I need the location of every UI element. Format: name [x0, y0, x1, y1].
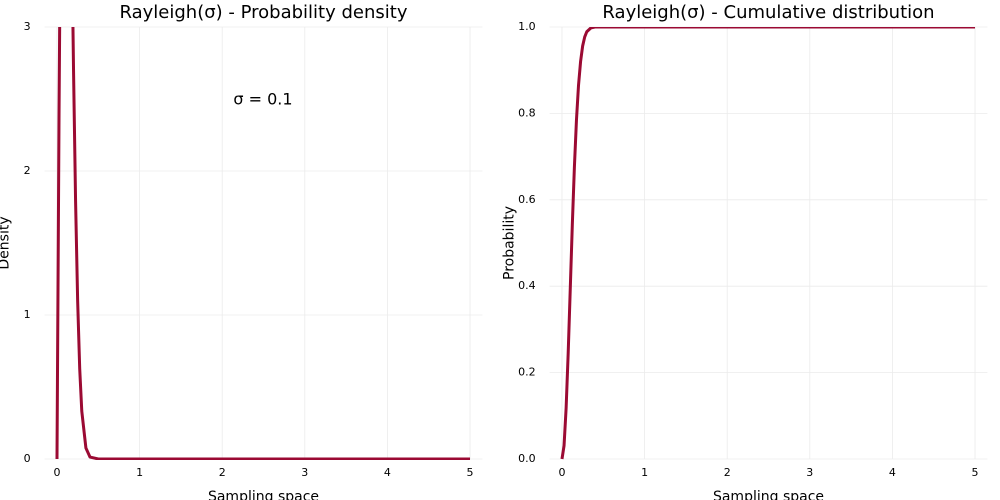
- y-tick-label: 0: [24, 452, 31, 465]
- x-tick-label: 1: [641, 466, 648, 479]
- y-tick-label: 2: [24, 164, 31, 177]
- plot-area: [55, 27, 471, 460]
- y-axis-label: Density: [0, 216, 13, 269]
- data-line: [560, 27, 976, 460]
- x-tick-label: 4: [889, 466, 896, 479]
- chart-title: Rayleigh(σ) - Cumulative distribution: [602, 2, 934, 23]
- x-tick-label: 4: [384, 466, 391, 479]
- x-tick-label: 2: [724, 466, 731, 479]
- data-line: [55, 27, 471, 460]
- x-tick-label: 0: [53, 466, 60, 479]
- y-tick-label: 0.6: [518, 193, 536, 206]
- x-axis-label: Sampling space: [208, 489, 319, 500]
- y-tick-label: 0.4: [518, 279, 536, 292]
- x-tick-label: 3: [806, 466, 813, 479]
- x-tick-label: 5: [972, 466, 979, 479]
- y-tick-label: 1: [24, 308, 31, 321]
- annotation: σ = 0.1: [233, 90, 292, 109]
- x-tick-label: 0: [558, 466, 565, 479]
- y-tick-label: 3: [24, 20, 31, 33]
- x-tick-label: 2: [219, 466, 226, 479]
- chart-title: Rayleigh(σ) - Probability density: [120, 2, 408, 23]
- plot-area: [560, 27, 976, 460]
- y-tick-label: 1.0: [518, 20, 536, 33]
- y-axis-label: Probability: [502, 206, 518, 280]
- y-tick-label: 0.2: [518, 366, 536, 379]
- x-tick-label: 3: [301, 466, 308, 479]
- y-tick-label: 0.8: [518, 106, 536, 119]
- x-tick-label: 1: [136, 466, 143, 479]
- y-tick-label: 0.0: [518, 452, 536, 465]
- x-axis-label: Sampling space: [713, 489, 824, 500]
- x-tick-label: 5: [467, 466, 474, 479]
